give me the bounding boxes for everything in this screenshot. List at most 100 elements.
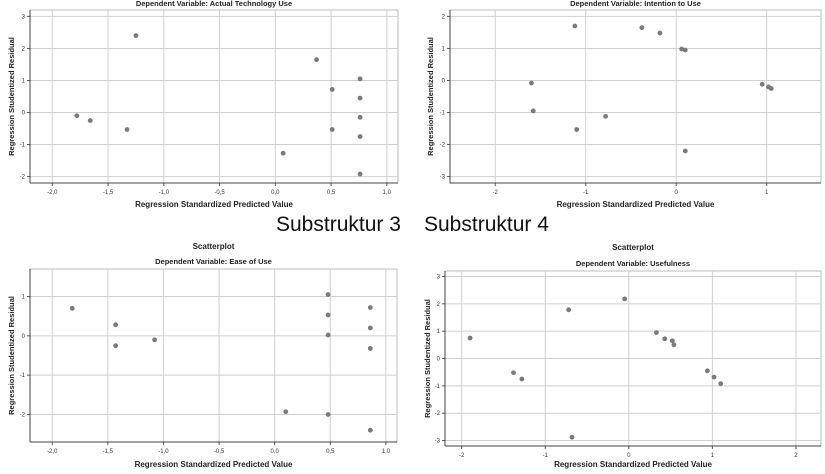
y-tick-label: 3 — [22, 14, 26, 20]
x-tick-label: -0,5 — [214, 190, 225, 196]
x-tick-label: 0,5 — [327, 190, 336, 196]
data-point — [566, 307, 572, 313]
chart-subtitle: Dependent Variable: Usefulness — [576, 259, 690, 268]
data-point — [357, 114, 363, 120]
plot-area — [29, 268, 398, 443]
x-tick-label: 1 — [765, 190, 769, 196]
y-tick-label: 1 — [442, 46, 446, 52]
data-point — [314, 57, 319, 63]
data-point — [357, 134, 363, 139]
data-point — [657, 30, 663, 36]
data-point — [519, 376, 525, 382]
data-point — [682, 47, 688, 53]
y-tick-label: -2 — [435, 411, 441, 417]
y-tick-label: 0 — [442, 78, 446, 84]
chart-subtitle: Dependent Variable: Intention to Use — [570, 0, 701, 8]
data-point — [325, 412, 331, 417]
data-point — [329, 87, 335, 92]
x-tick-label: 0 — [627, 453, 631, 459]
data-point — [679, 46, 685, 52]
y-tick-label: 1 — [437, 329, 441, 335]
chart-intention-to-use: -2 -1 0 1 -3 -2 -1 0 1 2 Dependent Variable: Inten… — [415, 0, 825, 212]
y-tick-label: -2 — [20, 175, 26, 181]
y-tick-label: 1 — [22, 295, 26, 301]
chart-title: Scatterplot — [193, 242, 235, 251]
data-point — [329, 127, 335, 132]
y-tick-label: 0 — [437, 357, 441, 363]
chart-usefulness: -2 -1 0 1 2 -3 -2 -1 0 1 2 3 Scatterplot Dependent Va… — [415, 238, 825, 474]
x-tick-label: -2,0 — [47, 449, 58, 455]
data-point — [152, 337, 157, 343]
x-axis-label: Regression Standardized Predicted Value — [135, 200, 293, 209]
scatter-svg: -2,0 -1,5 -1,0 -0,5 0,0 0,5 1,0 -2 -1 0 1 Scatterpl… — [7, 242, 398, 469]
y-tick-label: 2 — [442, 14, 446, 20]
y-axis-label: Regression Studentized Residual — [7, 296, 16, 415]
data-point — [325, 292, 331, 297]
data-point — [467, 335, 473, 341]
x-axis-label: Regression Standardized Predicted Value — [135, 460, 293, 469]
plot-area — [449, 9, 822, 184]
data-point — [367, 427, 373, 433]
data-point — [669, 338, 675, 344]
data-point — [682, 148, 688, 154]
scatter-svg: -2 -1 0 1 2 -3 -2 -1 0 1 2 3 Scatterplot Dependent Va… — [423, 243, 822, 469]
data-point — [639, 25, 645, 31]
y-axis-label: Regression Studentized Residual — [423, 299, 432, 418]
scatter-svg: -2 -1 0 1 -3 -2 -1 0 1 2 Dependent Variable: Inten… — [426, 0, 822, 209]
data-point — [367, 325, 373, 331]
data-point — [283, 409, 289, 415]
y-tick-label: 3 — [437, 274, 441, 280]
data-point — [530, 108, 536, 114]
label-substruktur-3: Substruktur 3 — [276, 213, 401, 236]
data-point — [357, 95, 363, 101]
y-tick-label: -1 — [20, 373, 26, 379]
data-point — [704, 368, 710, 374]
data-point — [511, 370, 516, 376]
x-axis-label: Regression Standardized Predicted Value — [557, 200, 715, 209]
data-point — [572, 23, 578, 29]
data-point — [574, 127, 580, 132]
y-tick-label: 2 — [437, 302, 441, 308]
data-point — [671, 342, 677, 348]
data-point — [711, 374, 717, 380]
y-axis-label: Regression Studentized Residual — [7, 37, 16, 156]
x-tick-label: 1 — [711, 453, 715, 459]
data-point — [569, 434, 575, 440]
data-point — [357, 171, 363, 177]
data-point — [124, 127, 130, 132]
data-point — [662, 336, 668, 342]
data-point — [113, 322, 119, 328]
data-point — [69, 305, 75, 311]
y-tick-label: -3 — [435, 439, 441, 445]
data-point — [622, 296, 628, 302]
label-substruktur-4: Substruktur 4 — [424, 213, 549, 236]
y-tick-label: 0 — [22, 334, 26, 340]
x-tick-label: -2 — [459, 453, 465, 459]
data-point — [367, 346, 373, 351]
x-tick-label: -1 — [543, 453, 549, 459]
x-tick-label: 0,0 — [270, 449, 279, 455]
data-point — [357, 76, 363, 82]
plot-area — [29, 9, 399, 184]
data-point — [529, 80, 534, 86]
x-tick-label: 2 — [794, 453, 798, 459]
x-tick-label: 1,0 — [383, 190, 392, 196]
chart-title: Scatterplot — [612, 243, 654, 252]
data-point — [603, 113, 609, 119]
data-point — [768, 86, 774, 91]
data-point — [74, 113, 80, 119]
x-tick-label: -1,0 — [158, 449, 169, 455]
data-point — [325, 332, 331, 338]
y-axis-label: Regression Studentized Residual — [426, 37, 435, 156]
x-axis-label: Regression Standardized Predicted Value — [554, 460, 712, 469]
y-tick-label: 0 — [22, 111, 26, 117]
chart-subtitle: Dependent Variable: Actual Technology Us… — [136, 0, 292, 8]
data-point — [113, 343, 119, 349]
y-tick-label: 1 — [22, 78, 26, 84]
x-tick-label: 0,0 — [271, 190, 280, 196]
data-point — [718, 381, 724, 387]
x-tick-label: 0 — [675, 190, 679, 196]
x-tick-label: -2 — [493, 190, 499, 196]
data-point — [87, 118, 93, 123]
scatter-svg: -2,0 -1,5 -1,0 -0,5 0,0 0,5 1,0 -2 -1 0 1 2 3 Depende… — [7, 0, 399, 209]
